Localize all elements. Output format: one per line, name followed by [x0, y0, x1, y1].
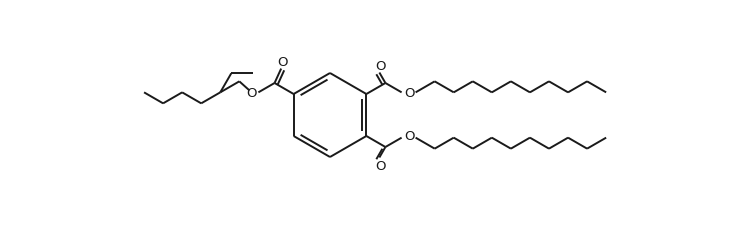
Text: O: O	[404, 130, 415, 143]
Text: O: O	[375, 159, 385, 172]
Text: O: O	[246, 86, 257, 99]
Text: O: O	[277, 56, 288, 69]
Text: O: O	[375, 60, 385, 73]
Text: O: O	[404, 86, 415, 99]
